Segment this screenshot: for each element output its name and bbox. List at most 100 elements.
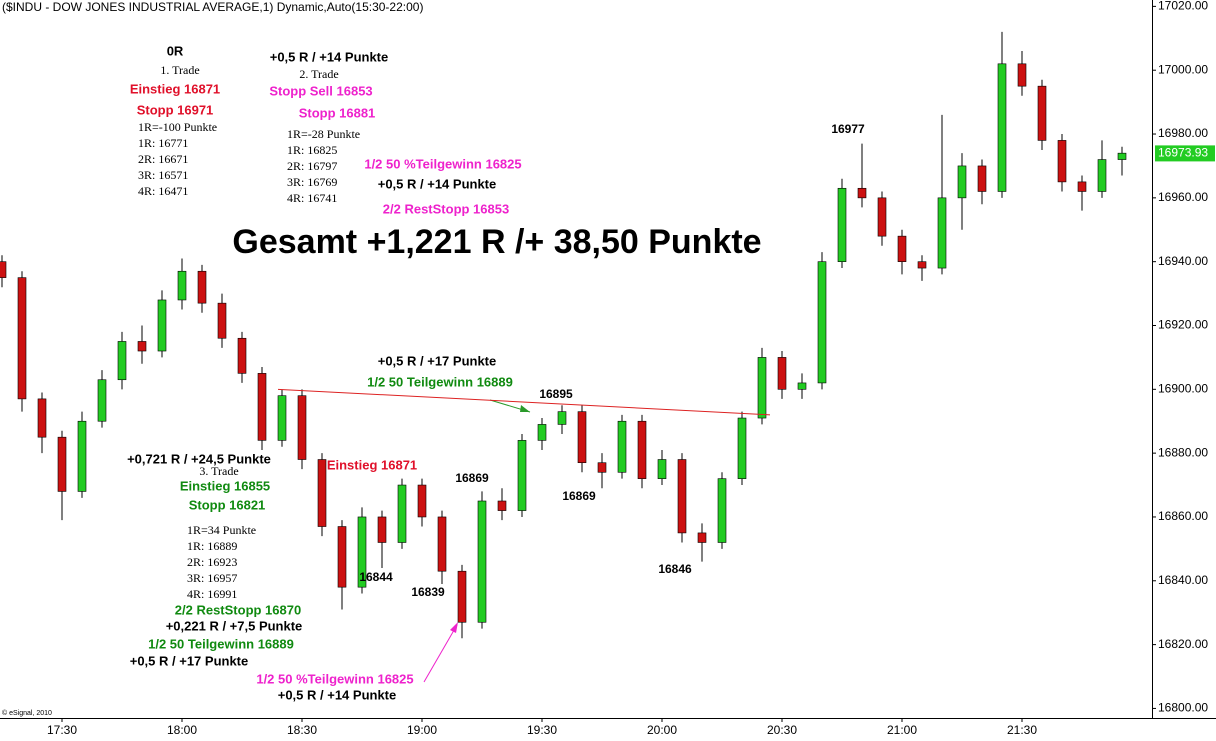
candle-body xyxy=(1077,181,1087,192)
x-tick-label: 20:30 xyxy=(767,723,797,737)
annotation: Stopp 16881 xyxy=(299,105,376,120)
candle-body xyxy=(837,187,847,262)
candle-body xyxy=(817,261,827,384)
candle-body xyxy=(1117,152,1127,160)
candle-body xyxy=(517,440,527,511)
annotation: 1R: 16825 xyxy=(287,143,337,157)
credit: © eSignal, 2010 xyxy=(2,709,52,717)
annotation: 1/2 50 %Teilgewinn 16825 xyxy=(364,156,521,171)
annotation: 0R xyxy=(167,43,184,58)
candle-body xyxy=(1097,159,1107,192)
plot xyxy=(0,31,1127,639)
annotation: 2/2 RestStopp 16853 xyxy=(383,201,509,216)
annotation: Stopp 16821 xyxy=(189,497,266,512)
candle-body xyxy=(297,395,307,460)
x-tick-label: 18:00 xyxy=(167,723,197,737)
annotation: 16977 xyxy=(831,122,865,136)
annotation: 2R: 16797 xyxy=(287,159,337,173)
candle-body xyxy=(377,516,387,543)
x-tick-label: 17:30 xyxy=(47,723,77,737)
y-tick-label: 16960.00 xyxy=(1158,190,1208,204)
candle-body xyxy=(617,420,627,473)
candle-body xyxy=(797,382,807,390)
annotation: 16869 xyxy=(562,489,596,503)
candle-body xyxy=(457,570,467,623)
annotation: 16839 xyxy=(411,585,445,599)
annotation: 1/2 50 %Teilgewinn 16825 xyxy=(256,671,413,686)
annotation: 2R: 16923 xyxy=(187,555,237,569)
candle-body xyxy=(537,424,547,441)
candle-body xyxy=(997,63,1007,192)
candle-body xyxy=(17,277,27,400)
candle-body xyxy=(197,270,207,304)
annotation: +0,5 R / +17 Punkte xyxy=(378,353,497,368)
x-tick-label: 19:30 xyxy=(527,723,557,737)
candle-body xyxy=(257,373,267,441)
last-price-box xyxy=(1155,145,1215,162)
candle-body xyxy=(157,299,167,352)
y-tick-label: 16900.00 xyxy=(1158,381,1208,395)
candle-body xyxy=(957,165,967,199)
y-tick-label: 16860.00 xyxy=(1158,509,1208,523)
annotation: +0,5 R / +14 Punkte xyxy=(270,49,389,64)
annotation: +0,221 R / +7,5 Punkte xyxy=(166,618,303,633)
arrow-head xyxy=(520,405,530,412)
candle-body xyxy=(317,459,327,527)
candle-body xyxy=(57,436,67,492)
annotation: 4R: 16471 xyxy=(138,184,188,198)
candle-body xyxy=(937,197,947,269)
candle-body xyxy=(217,302,227,339)
candle-body xyxy=(397,484,407,543)
annotation: 16844 xyxy=(359,570,393,584)
trend-line xyxy=(277,388,771,416)
candle-body xyxy=(657,459,667,479)
candle-body xyxy=(577,411,587,464)
candle-body xyxy=(677,459,687,534)
chart-title: ($INDU - DOW JONES INDUSTRIAL AVERAGE,1)… xyxy=(2,0,423,14)
annotation: +0,721 R / +24,5 Punkte xyxy=(127,451,271,466)
y-tick-label: 16980.00 xyxy=(1158,126,1208,140)
candle-body xyxy=(77,420,87,492)
candle-body xyxy=(357,516,367,588)
candle-body xyxy=(0,261,7,278)
arrow xyxy=(423,624,458,683)
candle-body xyxy=(177,270,187,301)
candle-body xyxy=(877,197,887,237)
x-tick-label: 18:30 xyxy=(287,723,317,737)
last-price-label: 16973.93 xyxy=(1158,146,1208,160)
arrow-head xyxy=(450,622,458,633)
candle-body xyxy=(237,337,247,374)
annotation: 16895 xyxy=(539,387,573,401)
y-tick-label: 16940.00 xyxy=(1158,254,1208,268)
annotation: 2/2 RestStopp 16870 xyxy=(175,602,301,617)
annotation: 2R: 16671 xyxy=(138,152,188,166)
candle-body xyxy=(757,357,767,419)
candle-body xyxy=(117,341,127,381)
annotation: 1/2 50 Teilgewinn 16889 xyxy=(148,636,294,651)
annotation: +0,5 R / +14 Punkte xyxy=(378,176,497,191)
annotation: 4R: 16741 xyxy=(287,191,337,205)
annotation: 16846 xyxy=(658,562,692,576)
annotation: Einstieg 16855 xyxy=(180,478,270,493)
candle-body xyxy=(337,526,347,588)
annotation: 4R: 16991 xyxy=(187,587,237,601)
y-tick-label: 16820.00 xyxy=(1158,637,1208,651)
candle-body xyxy=(1057,140,1067,183)
candle-body xyxy=(857,187,867,199)
x-tick-label: 21:00 xyxy=(887,723,917,737)
annotation: 1R: 16889 xyxy=(187,539,237,553)
candle-body xyxy=(1037,85,1047,141)
annotation: +0,5 R / +14 Punkte xyxy=(278,687,397,702)
candle-body xyxy=(777,357,787,390)
annotation: Gesamt +1,221 R /+ 38,50 Punkte xyxy=(232,223,761,261)
y-tick-label: 16800.00 xyxy=(1158,701,1208,715)
candle-body xyxy=(277,395,287,441)
annotation: +0,5 R / +17 Punkte xyxy=(130,653,249,668)
candle-body xyxy=(737,417,747,479)
annotation: Stopp Sell 16853 xyxy=(269,83,372,98)
x-tick-label: 21:30 xyxy=(1007,723,1037,737)
annotation: Stopp 16971 xyxy=(137,102,214,117)
x-tick-label: 20:00 xyxy=(647,723,677,737)
annotation: 1R=-28 Punkte xyxy=(287,127,360,141)
